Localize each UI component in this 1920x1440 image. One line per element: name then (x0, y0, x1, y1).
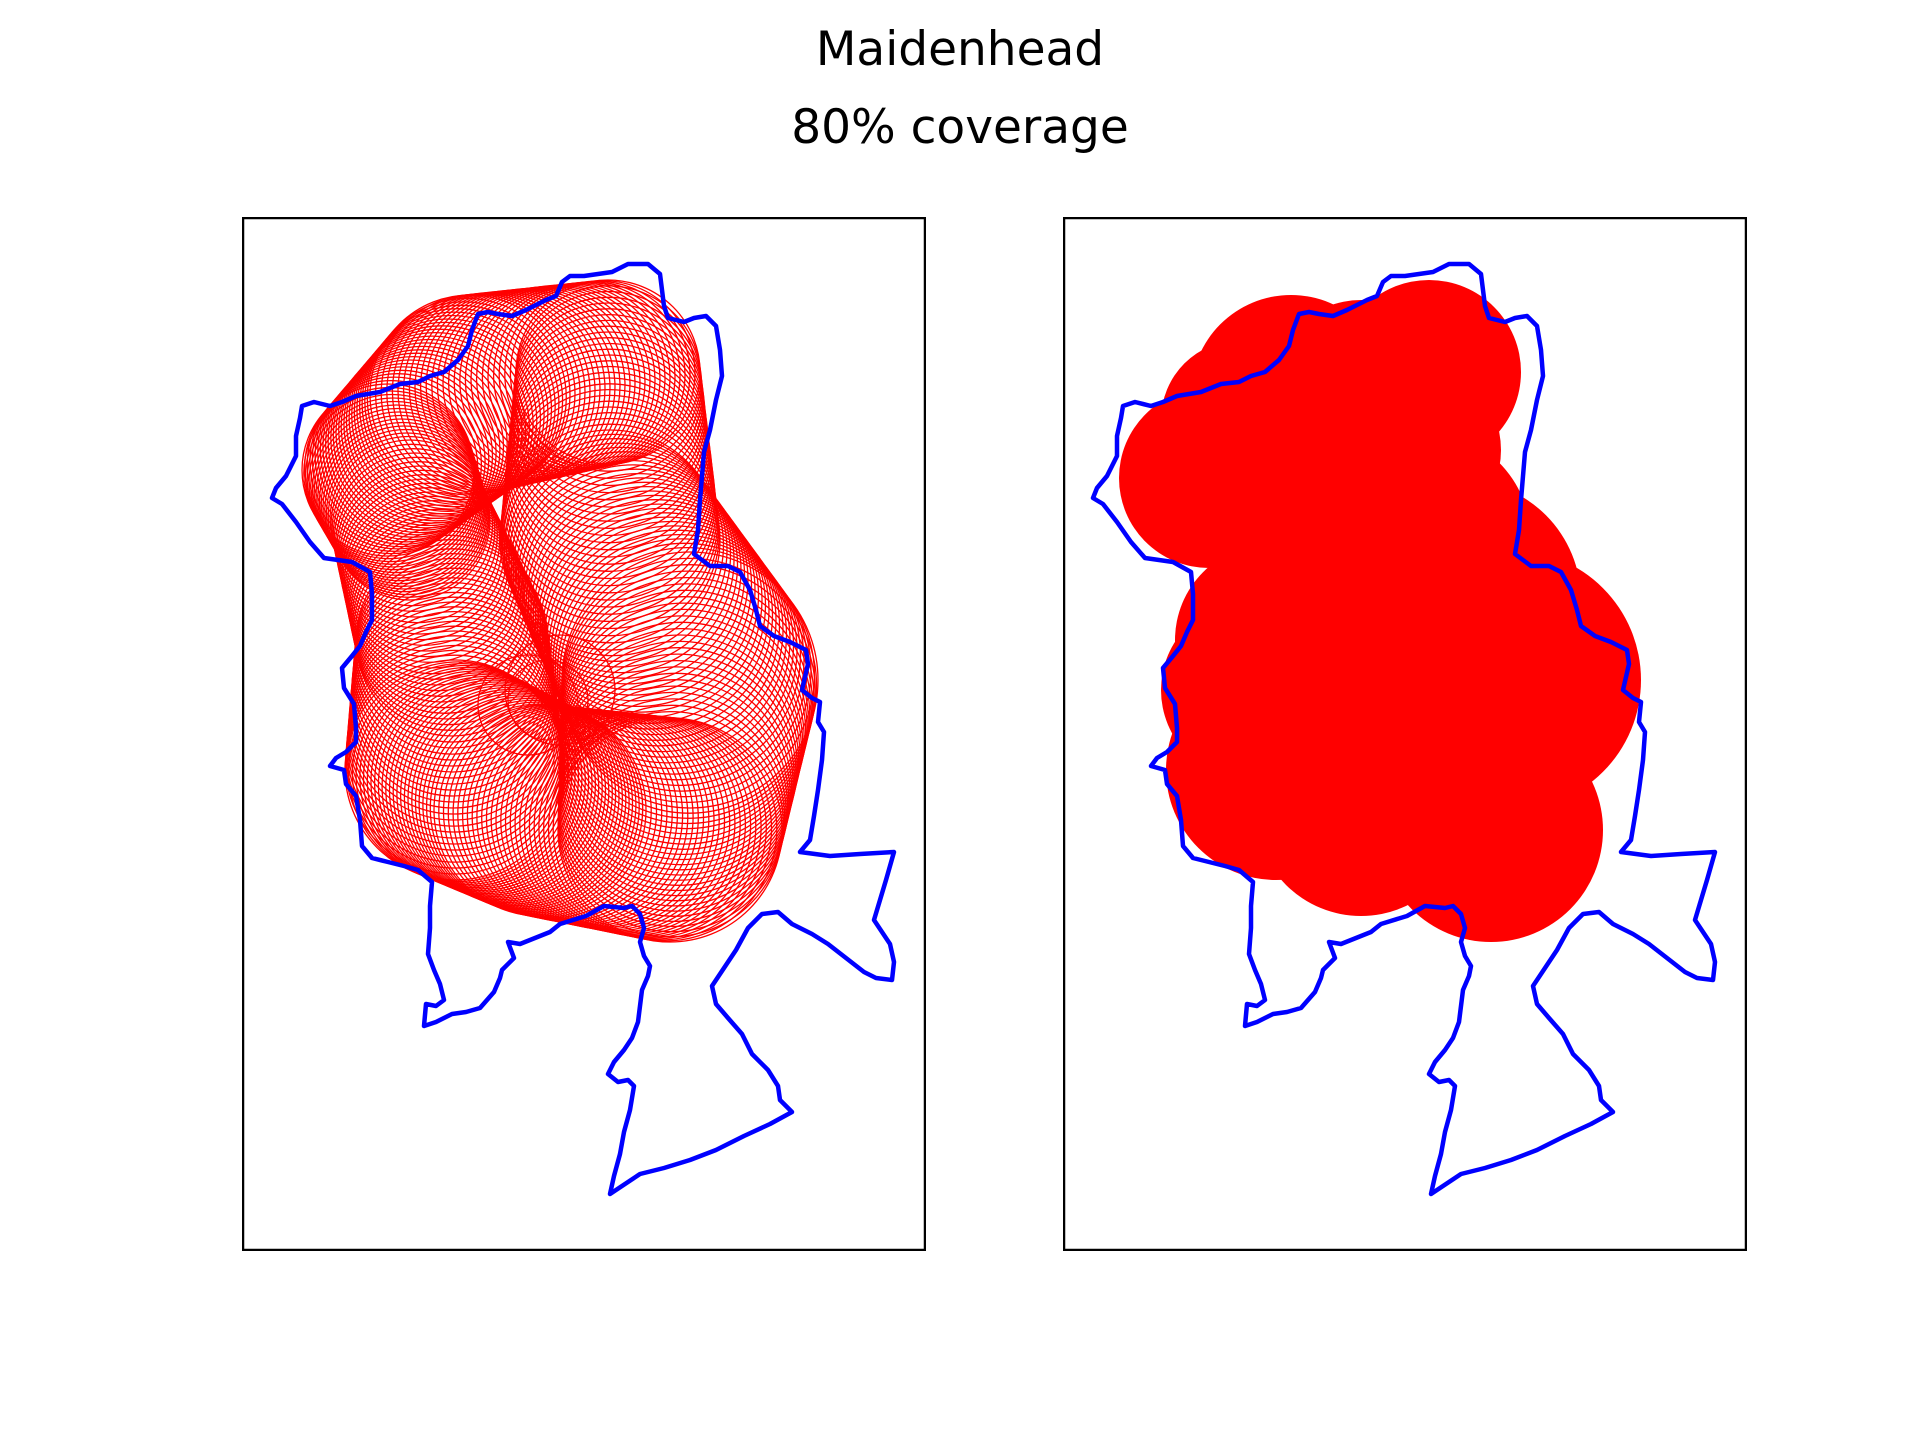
coverage-circle (348, 661, 569, 883)
figure-title: Maidenhead (815, 22, 1105, 77)
boundary-outline (1090, 261, 1718, 1197)
coverage-circle (304, 390, 477, 563)
coverage-circle (359, 666, 580, 887)
coverage-circle (433, 703, 647, 917)
coverage-circle (388, 681, 607, 899)
filled-panel (1063, 217, 1747, 1251)
coverage-disc (1191, 640, 1371, 820)
coverage-circle (335, 338, 523, 527)
coverage-circle (310, 400, 480, 571)
coverage-circle (317, 414, 484, 582)
coverage-circle (407, 690, 624, 907)
coverage-circle (314, 366, 494, 545)
coverage-circle (418, 695, 634, 911)
coverage-circle (504, 634, 616, 746)
coverage-circle (332, 452, 498, 618)
coverage-circle (362, 668, 583, 889)
coverage-circle (309, 373, 486, 550)
coverage-circle (507, 659, 589, 741)
coverage-circle (414, 694, 630, 910)
coverage-circle (308, 397, 479, 568)
circles-panel (242, 217, 926, 1251)
coverage-circle (313, 407, 482, 576)
coverage-circle (399, 686, 617, 904)
coverage-fill (1119, 280, 1641, 942)
coverage-circle (331, 448, 496, 612)
coverage-circle (319, 359, 501, 541)
coverage-circle (320, 421, 486, 587)
coverage-circle (324, 428, 488, 593)
coverage-circle (355, 664, 576, 886)
panel-frame (1063, 217, 1747, 1251)
coverage-circle (306, 376, 483, 552)
panel-frame (242, 217, 926, 1251)
coverage-circle (351, 662, 573, 884)
coverage-circle (429, 701, 644, 916)
coverage-circle (425, 699, 640, 914)
coverage-circle (327, 435, 490, 598)
coverage-circle (422, 697, 637, 913)
coverage-circle (325, 432, 489, 596)
coverage-circle (514, 459, 746, 691)
figure-subtitle: 80% coverage (791, 100, 1129, 155)
coverage-circle (330, 443, 494, 607)
coverage-circle (381, 677, 600, 896)
boundary-outline (269, 261, 897, 1197)
coverage-circle (403, 688, 620, 905)
coverage-circle (306, 393, 478, 565)
coverage-circle (329, 439, 491, 601)
coverage-circle (322, 425, 487, 590)
coverage-circle (311, 404, 481, 574)
coverage-circles (301, 279, 819, 943)
coverage-circle (315, 411, 483, 579)
coverage-circle (477, 654, 579, 756)
coverage-circle (370, 672, 590, 892)
coverage-circle (392, 683, 610, 901)
coverage-circle (318, 418, 485, 585)
